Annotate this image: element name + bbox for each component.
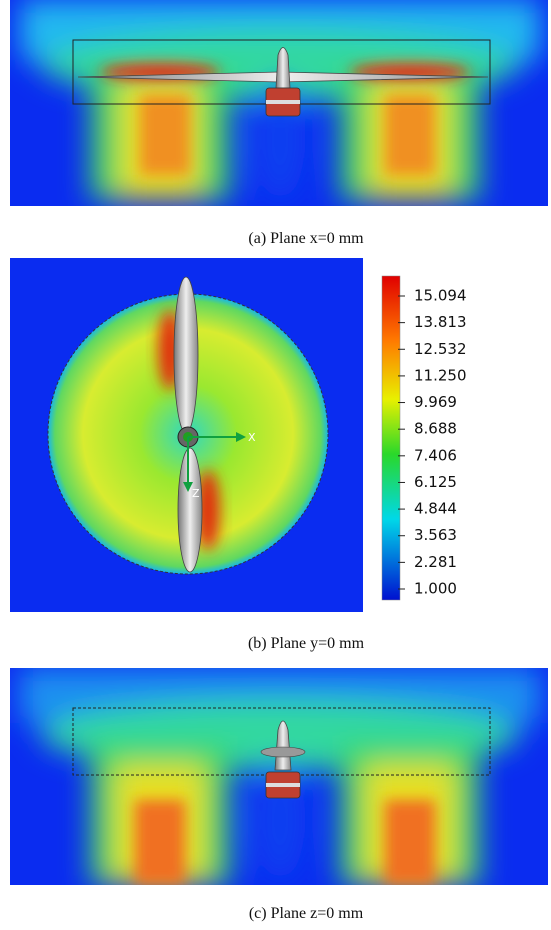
- colorbar-label: 1.000: [414, 580, 457, 598]
- colorbar-label: 2.281: [414, 553, 457, 571]
- colorbar-label: 7.406: [414, 446, 457, 464]
- colorbar: [382, 276, 400, 600]
- colorbar-label: 3.563: [414, 526, 457, 544]
- plane-z-image: [10, 668, 548, 885]
- axis-label: Z: [192, 487, 200, 500]
- colorbar-label: 11.250: [414, 366, 467, 384]
- colorbar-label: 6.125: [414, 473, 457, 491]
- caption: (a) Plane x=0 mm: [248, 230, 364, 247]
- colorbar-label: 12.532: [414, 340, 467, 358]
- figure: (a) Plane x=0 mm X Z 15.09413.81312.5321…: [0, 0, 551, 930]
- colorbar-label: 15.094: [414, 287, 467, 305]
- colorbar-label: 13.813: [414, 313, 467, 331]
- caption: (b) Plane y=0 mm: [248, 635, 365, 652]
- colorbar-label: 9.969: [414, 393, 457, 411]
- colorbar-label: 4.844: [414, 500, 457, 518]
- plane-y-image: X Z: [10, 258, 363, 612]
- caption: (c) Plane z=0 mm: [249, 905, 364, 922]
- colorbar-label: 8.688: [414, 420, 457, 438]
- colorbar-labels: 15.094 13.813 12.532 11.250 9.969 8.688 7.406 6…: [398, 287, 467, 598]
- plane-x-image: [10, 0, 548, 206]
- axis-label: X: [248, 431, 256, 444]
